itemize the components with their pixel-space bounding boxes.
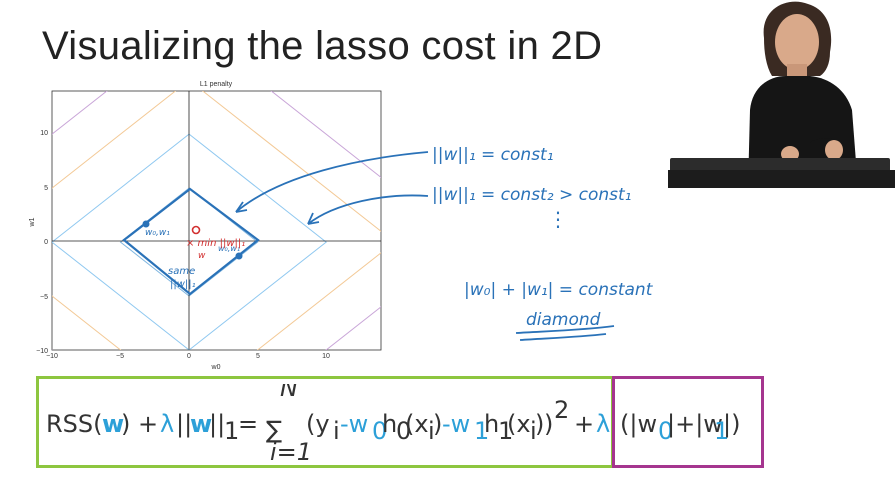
formula-abs-sub0: 0 — [658, 417, 673, 445]
y-tick-label: 5 — [44, 185, 48, 192]
contour-diamond — [52, 133, 327, 350]
min-point-circle — [191, 225, 201, 235]
point-a-label: w₀,w₁ — [145, 228, 170, 238]
formula-sub-1a: 1 — [474, 417, 489, 445]
formula-minus-w1: -w — [442, 410, 470, 438]
formula-norm-sub: 1 — [224, 417, 239, 445]
note-const-1: ||w||₁ = const₁ — [432, 145, 554, 165]
presenter-hand — [825, 140, 843, 160]
same-label: same — [168, 266, 195, 277]
point-b-label: w₀,w₁ — [218, 244, 240, 253]
presenter-video — [668, 0, 895, 188]
x-tick-label: −5 — [116, 353, 124, 360]
formula-term-y: (y — [306, 410, 330, 438]
formula-norm-close: || — [209, 410, 225, 438]
x-tick-label: −10 — [46, 353, 58, 360]
formula-abs-mid: |+|w — [667, 410, 723, 438]
arrow-to-inner-diamond — [235, 151, 429, 213]
formula-plus-2: + — [574, 410, 594, 438]
formula-sum-bottom: i=1 — [270, 438, 312, 464]
formula-x-close-1: ) — [433, 410, 442, 438]
plot-title: L1 penalty — [200, 81, 233, 88]
formula-sub-i-2: i — [428, 417, 435, 445]
note-const-2: ||w||₁ = const₂ > const₁ — [432, 185, 631, 205]
formula-w: w — [102, 410, 124, 438]
formula-box-purple — [612, 376, 764, 468]
arrow-head-1 — [235, 201, 248, 213]
formula-norm-w: w — [190, 410, 212, 438]
x-tick-label: 10 — [322, 353, 330, 360]
formula-sub-0b: 0 — [396, 417, 411, 445]
formula-sub-i-3: i — [530, 417, 537, 445]
point-a-dot — [142, 220, 150, 228]
point-b-dot — [235, 252, 243, 260]
y-tick-label: 10 — [40, 130, 48, 137]
formula-h0: h — [382, 410, 397, 438]
note-dots: ⋮ — [548, 207, 568, 231]
hand-drawn-diamond — [122, 187, 260, 296]
presenter-neck — [787, 64, 807, 78]
y-tick-label: −5 — [40, 294, 48, 301]
formula-x-open-1: (x — [405, 410, 429, 438]
arrow-to-outer-diamond — [307, 194, 429, 225]
min-norm-sub: w — [198, 251, 206, 261]
diamond-underline — [515, 325, 615, 341]
formula-norm-open: || — [176, 410, 192, 438]
formula-sub-i-1: i — [333, 417, 340, 445]
y-tick-label: 0 — [44, 239, 48, 246]
arrow-head-2 — [307, 212, 320, 225]
x-axis-label: w0 — [211, 364, 221, 371]
formula-lambda: λ — [160, 410, 174, 438]
lasso-cost-formula: RSS( w ) + λ || w || 1 = ∑ N i=1 (y i -w… — [46, 384, 740, 464]
x-tick-label: 0 — [187, 353, 191, 360]
formula-sum: ∑ — [266, 416, 282, 444]
formula-sub-0a: 0 — [372, 417, 387, 445]
formula-squared: 2 — [554, 396, 569, 424]
formula-rss: RSS( — [46, 410, 103, 438]
min-norm-label: × min ||w||₁ — [186, 238, 245, 249]
formula-abs-end: |) — [723, 410, 740, 438]
note-diamond: diamond — [526, 310, 601, 330]
y-tick-label: −10 — [36, 348, 48, 355]
formula-x-close-2: ) — [535, 410, 544, 438]
formula-x-open-2: (x — [507, 410, 531, 438]
contour-diamond — [52, 91, 381, 350]
podium-edge — [668, 170, 895, 188]
formula-abs-part: (|w — [620, 410, 657, 438]
formula-minus-w0: -w — [340, 410, 368, 438]
formula-close-paren: ) — [544, 410, 553, 438]
note-constant: |w₀| + |w₁| = constant — [464, 280, 654, 300]
formula-h1: h — [484, 410, 499, 438]
y-axis-label: w1 — [29, 217, 36, 227]
formula-close: ) — [121, 410, 130, 438]
x-tick-label: 5 — [256, 353, 260, 360]
presenter-face — [775, 14, 819, 70]
contour-diamond — [52, 91, 381, 350]
podium-laptop — [670, 158, 890, 172]
formula-sum-top: N — [280, 384, 298, 402]
formula-sub-1b: 1 — [498, 417, 513, 445]
formula-equals: = — [238, 410, 258, 438]
slide-title: Visualizing the lasso cost in 2D — [42, 24, 603, 68]
formula-plus: + — [138, 410, 158, 438]
same-norm-label: ||w||₁ — [170, 279, 196, 290]
formula-abs-sub1: 1 — [714, 417, 729, 445]
formula-lambda-2: λ — [596, 410, 610, 438]
